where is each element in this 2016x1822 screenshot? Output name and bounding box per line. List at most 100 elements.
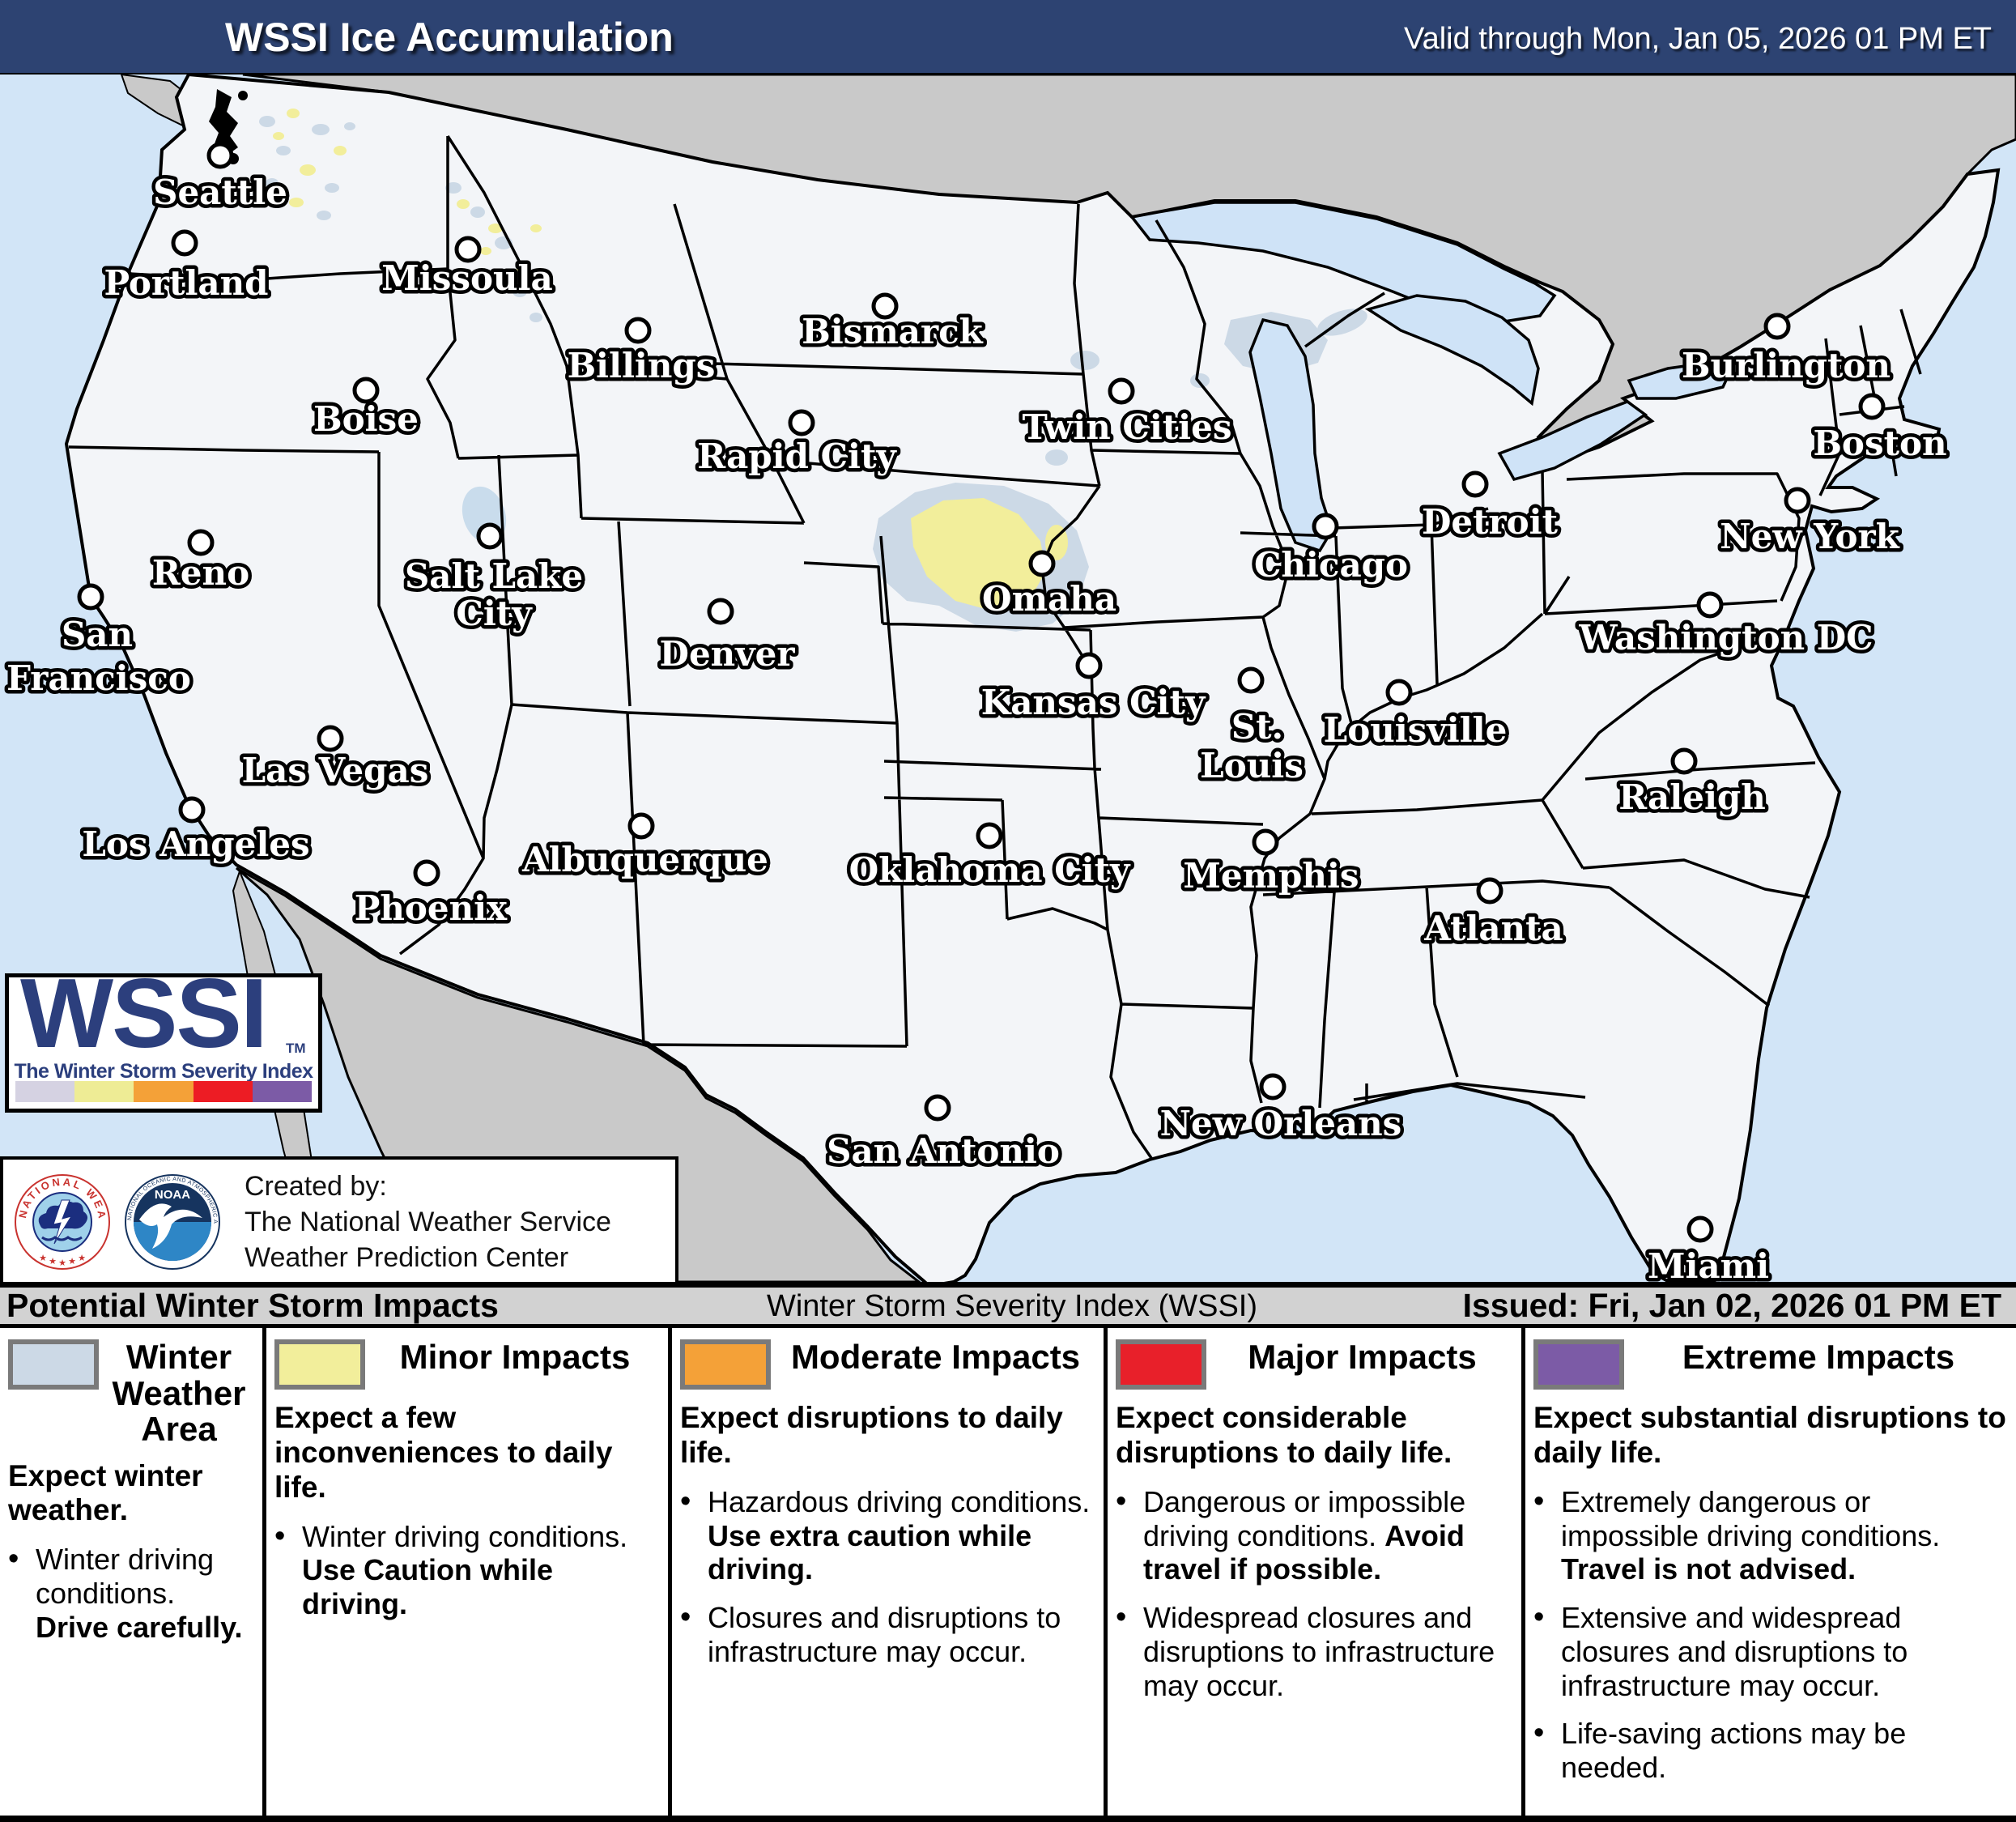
state-borders: [68, 135, 1934, 1159]
major-impacts-swatch: [1116, 1339, 1206, 1390]
bullet-bold-text: Travel is not advised.: [1561, 1552, 1857, 1586]
city-label-boston: Boston: [1813, 424, 1946, 463]
city-label-rapid-city: Rapid City: [697, 436, 897, 476]
bullet-text: Winter driving conditions.: [36, 1543, 215, 1611]
city-label-phoenix: Phoenix: [355, 888, 508, 928]
category-title: Winter Weather Area: [112, 1338, 246, 1449]
valid-through-text: Valid through Mon, Jan 05, 2026 01 PM ET: [1404, 22, 1992, 56]
issue-bar: Potential Winter Storm Impacts Winter St…: [0, 1282, 2016, 1328]
city-label-memphis: Memphis: [1183, 856, 1359, 896]
band-minor: [74, 1081, 134, 1102]
nws-stars: ★ ★ ★ ★ ★: [39, 1253, 86, 1268]
svg-text:★: ★: [68, 1256, 76, 1266]
bullet-text: Widespread closures and disruptions to i…: [1143, 1601, 1495, 1702]
agency-seals: NATIONAL WEATHER SERVICE ★★★ ★★: [13, 1173, 222, 1271]
great-lakes: [1129, 201, 1735, 553]
city-label-salt-lake-2: City: [456, 594, 533, 633]
city-label-salt-lake-1: Salt Lake: [405, 556, 583, 596]
impact-legend: Winter Weather Area Expect winter weathe…: [0, 1328, 2016, 1822]
winter-weather-swatch: [8, 1339, 99, 1390]
svg-text:★: ★: [49, 1256, 57, 1266]
legend-moderate-impacts: Moderate Impacts Expect disruptions to d…: [672, 1328, 1108, 1816]
category-summary: Expect considerable disruptions to daily…: [1116, 1401, 1452, 1469]
city-label-las-vegas: Las Vegas: [242, 751, 429, 790]
bullet-text: Closures and disruptions to infrastructu…: [708, 1601, 1061, 1668]
page-title: WSSI Ice Accumulation: [225, 15, 674, 60]
city-label-twin-cities: Twin Cities: [1022, 407, 1231, 447]
bar-subtitle: Winter Storm Severity Index (WSSI): [766, 1289, 1257, 1323]
city-label-st-louis-1: St.: [1231, 707, 1283, 747]
minor-impact-patches: [911, 498, 1068, 611]
city-label-boise: Boise: [313, 399, 419, 439]
credit-line-2: The National Weather Service: [245, 1207, 611, 1237]
city-label-san-antonio: San Antonio: [827, 1131, 1060, 1171]
nws-seal-icon: NATIONAL WEATHER SERVICE ★★★ ★★: [13, 1173, 110, 1270]
trademark-symbol: TM: [286, 1041, 306, 1056]
category-title: Extreme Impacts: [1682, 1338, 1955, 1376]
legend-bullet: • Extremely dangerous or impossible driv…: [1533, 1484, 1941, 1586]
band-moderate: [134, 1081, 194, 1102]
minor-impacts-swatch: [274, 1339, 365, 1390]
issued-timestamp: Issued: Fri, Jan 02, 2026 01 PM ET: [1462, 1287, 2001, 1324]
legend-bullet: • Life-saving actions may be needed.: [1533, 1716, 1907, 1785]
city-label-kansas-city: Kansas City: [981, 683, 1206, 722]
credit-line-3: Weather Prediction Center: [245, 1242, 569, 1273]
noaa-seal-icon: NATIONAL OCEANIC AND ATMOSPHERIC ADMINIS…: [123, 1173, 220, 1270]
lake-huron: [1364, 294, 1540, 407]
city-label-omaha: Omaha: [982, 579, 1116, 619]
legend-major-impacts: Major Impacts Expect considerable disrup…: [1108, 1328, 1525, 1816]
city-label-billings: Billings: [568, 346, 716, 385]
city-label-missoula: Missoula: [381, 258, 552, 298]
lake-superior: [1129, 201, 1557, 324]
legend-bullet: • Winter driving conditions. Use Caution…: [274, 1518, 628, 1621]
city-label-burlington: Burlington: [1682, 346, 1891, 385]
category-title: Minor Impacts: [399, 1338, 631, 1376]
legend-extreme-impacts: Extreme Impacts Expect substantial disru…: [1525, 1328, 2016, 1816]
category-summary: Expect winter weather.: [8, 1458, 203, 1527]
legend-bullet: • Winter driving conditions. Drive caref…: [8, 1542, 243, 1644]
bullet-text: Dangerous or impossible driving conditio…: [1143, 1484, 1466, 1552]
city-label-atlanta: Atlanta: [1423, 909, 1563, 948]
legend-minor-impacts: Minor Impacts Expect a few inconvenience…: [266, 1328, 672, 1816]
city-label-louisville: Louisville: [1324, 710, 1508, 750]
wssi-subtitle: The Winter Storm Severity Index: [14, 1060, 313, 1083]
city-label-new-orleans: New Orleans: [1160, 1104, 1402, 1143]
lake-ontario: [1627, 361, 1735, 400]
city-label-chicago: Chicago: [1254, 545, 1408, 585]
city-label-albuquerque: Albuquerque: [521, 840, 768, 879]
svg-text:★: ★: [58, 1258, 66, 1268]
city-label-san-francisco-2: Francisco: [6, 658, 191, 698]
legend-bullet: • Closures and disruptions to infrastruc…: [680, 1600, 1061, 1668]
city-label-washington-dc: Washington DC: [1578, 618, 1873, 658]
category-title: Major Impacts: [1248, 1338, 1477, 1376]
bullet-text: Extensive and widespread closures and di…: [1561, 1601, 1908, 1702]
city-label-los-angeles: Los Angeles: [82, 824, 309, 864]
bullet-bold-text: Use extra caution while driving.: [708, 1518, 1032, 1586]
city-markers: [77, 142, 1886, 1243]
city-labels: Seattle Portland Missoula Billings Bisma…: [3, 169, 1950, 1283]
credit-box: NATIONAL WEATHER SERVICE ★★★ ★★: [0, 1156, 678, 1288]
band-extreme: [252, 1081, 313, 1102]
city-label-seattle: Seattle: [153, 172, 287, 212]
noaa-wordmark: NOAA: [155, 1188, 190, 1202]
bullet-bold-text: Drive carefully.: [36, 1610, 243, 1644]
bullet-text: Winter driving conditions.: [302, 1519, 628, 1553]
bar-title: Potential Winter Storm Impacts: [6, 1287, 499, 1324]
city-label-reno: Reno: [152, 553, 249, 593]
band-winter-weather: [15, 1081, 75, 1102]
city-label-new-york: New York: [1720, 517, 1899, 556]
legend-winter-weather-area: Winter Weather Area Expect winter weathe…: [0, 1328, 266, 1816]
city-label-oklahoma-city: Oklahoma City: [849, 850, 1131, 890]
extreme-impacts-swatch: [1533, 1339, 1624, 1390]
legend-bullet: • Dangerous or impossible driving condit…: [1116, 1484, 1466, 1586]
lake-michigan: [1248, 317, 1333, 553]
wssi-color-band: [15, 1081, 313, 1102]
wssi-wordmark: WSSI: [20, 958, 268, 1068]
city-label-bismarck: Bismarck: [802, 312, 983, 351]
city-label-denver: Denver: [660, 634, 796, 674]
legend-bullet: • Widespread closures and disruptions to…: [1116, 1600, 1495, 1702]
city-label-detroit: Detroit: [1422, 502, 1559, 542]
svg-text:★: ★: [39, 1253, 47, 1263]
legend-bullet: • Extensive and widespread closures and …: [1533, 1600, 1908, 1702]
wssi-logo-box: WSSI TM The Winter Storm Severity Index: [5, 958, 322, 1113]
